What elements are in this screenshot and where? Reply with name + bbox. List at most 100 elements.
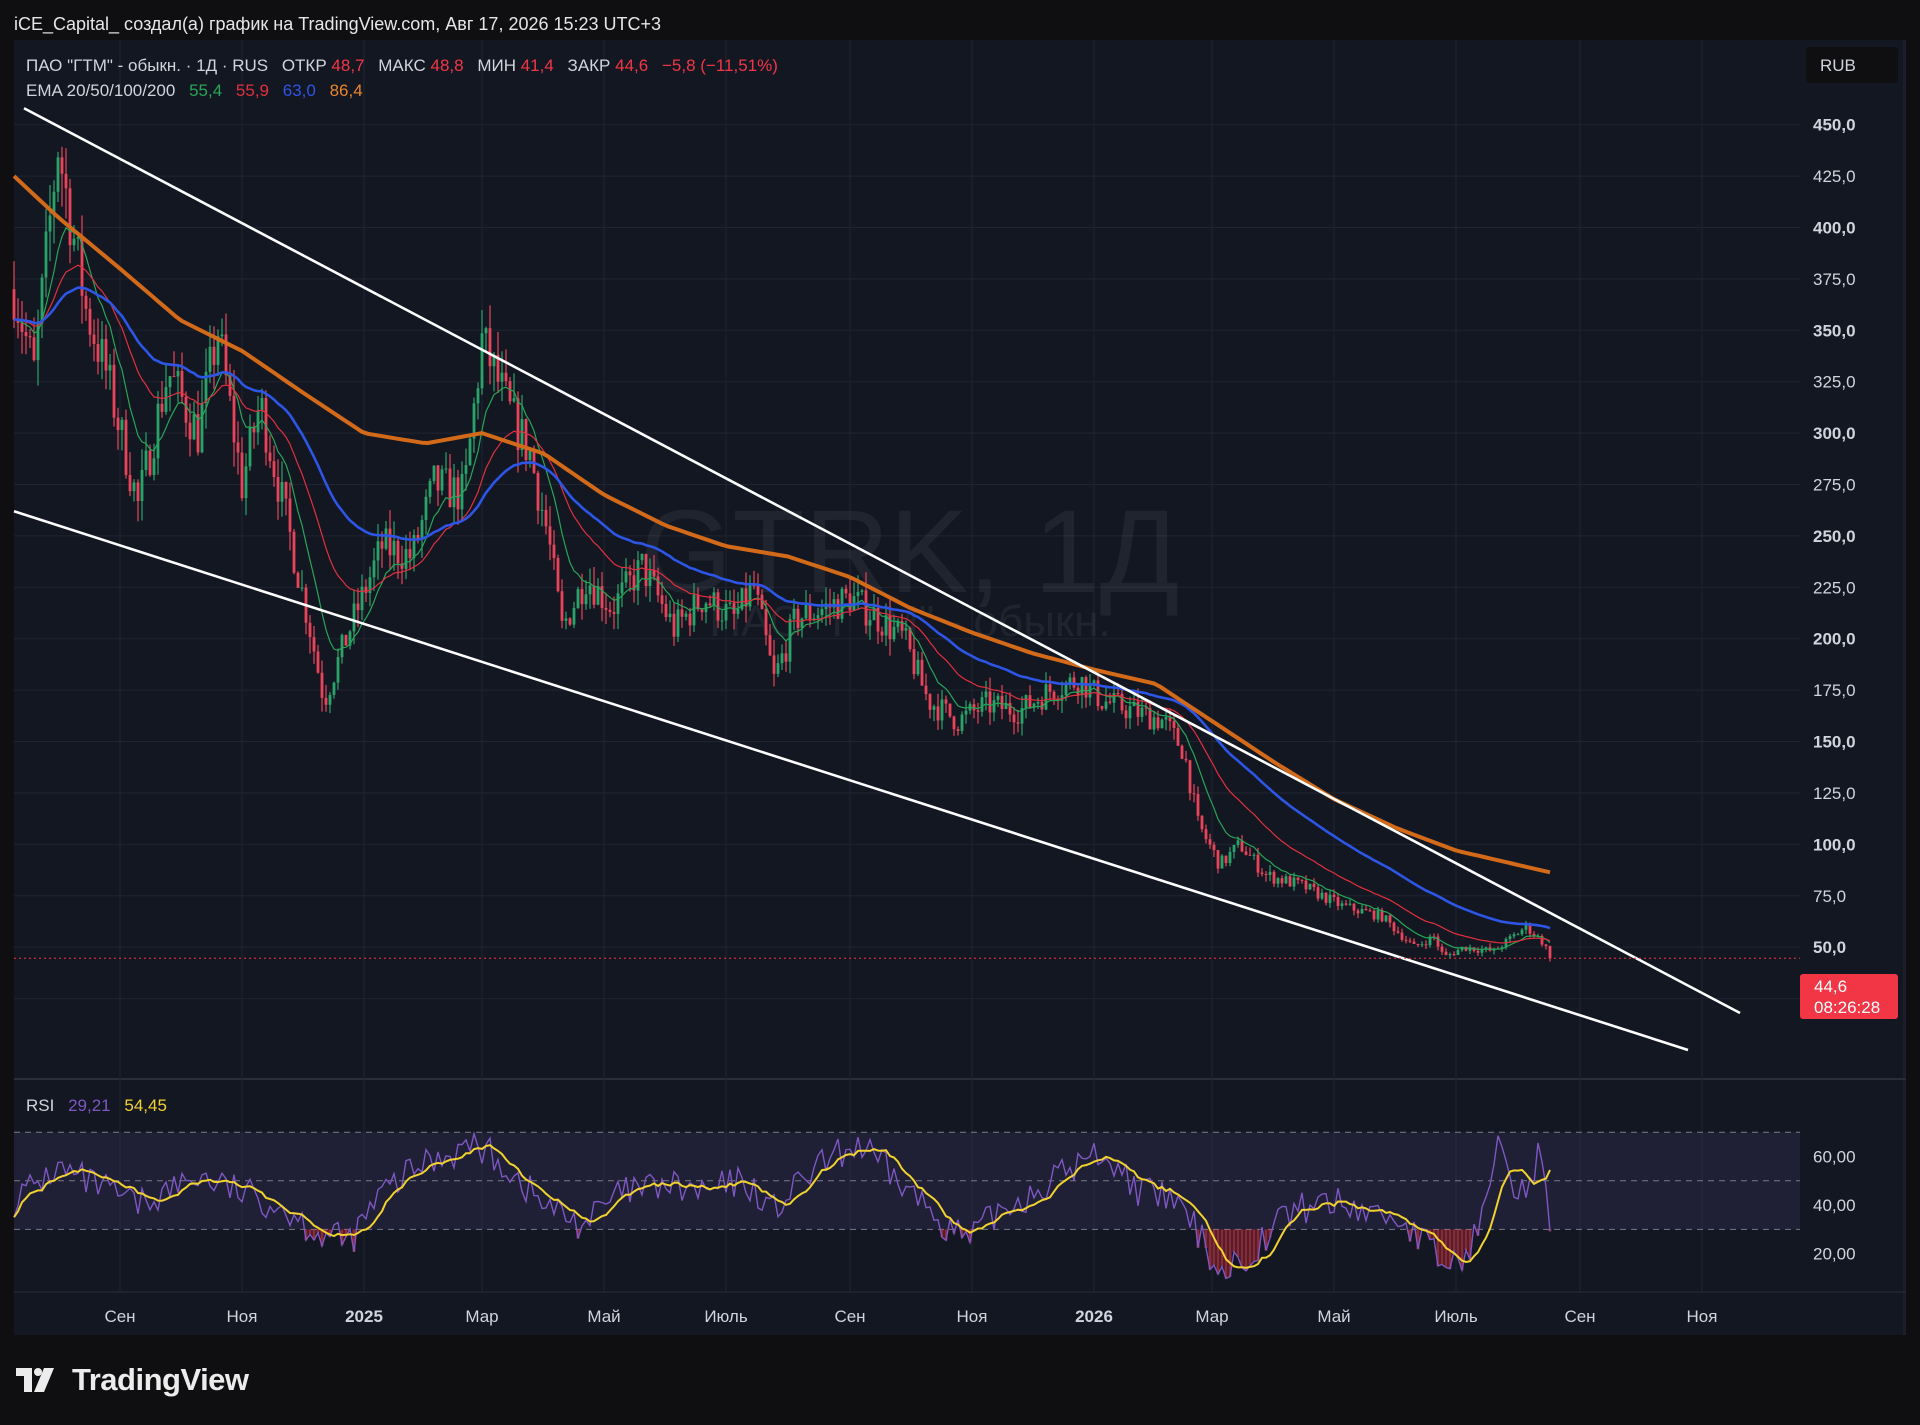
candle-body: [1364, 908, 1368, 911]
candle-body: [516, 398, 520, 451]
rsi-line: [13, 1131, 1551, 1280]
candle-body: [432, 465, 436, 481]
candle-body: [756, 586, 760, 595]
currency-button-label[interactable]: RUB: [1820, 56, 1856, 75]
candle-body: [1292, 877, 1296, 887]
legend-low-value: 41,4: [521, 56, 554, 75]
legend-open-label: ОТКР: [282, 56, 327, 75]
candle-body: [148, 450, 152, 476]
candle-body: [428, 480, 432, 497]
trendline-lower[interactable]: [13, 510, 1689, 1052]
candle-body: [1548, 946, 1552, 959]
candle-body: [328, 694, 332, 705]
time-tick-label: Сен: [1564, 1307, 1595, 1326]
trendline-upper[interactable]: [23, 107, 1741, 1015]
currency-button-bg[interactable]: [1806, 47, 1898, 83]
candle-body: [352, 603, 356, 632]
legend: ПАО "ГТМ" - обыкн. · 1Д · RUS ОТКР 48,7 …: [26, 56, 778, 1115]
price-tick-label: 350,0: [1813, 321, 1856, 340]
candle-body: [616, 593, 620, 614]
candle-body: [892, 626, 896, 640]
candle-body: [356, 603, 360, 611]
candle-body: [208, 346, 212, 372]
candle-body: [460, 473, 464, 510]
candle-body: [500, 372, 504, 382]
candle-body: [636, 560, 640, 591]
candle-body: [200, 402, 204, 453]
candle-body: [608, 609, 612, 613]
legend-rsi-value: 29,21: [68, 1096, 111, 1115]
candle-body: [132, 482, 136, 492]
candle-body: [992, 700, 996, 713]
candle-body: [708, 603, 712, 606]
trendlines[interactable]: [13, 107, 1741, 1052]
candle-body: [1384, 915, 1388, 922]
candle-body: [272, 461, 276, 478]
candle-body: [1220, 855, 1224, 869]
candle-body: [988, 691, 992, 713]
candle-body: [260, 398, 264, 411]
candle-body: [784, 653, 788, 662]
candle-body: [796, 608, 800, 628]
candle-body: [580, 589, 584, 605]
candle-body: [248, 426, 252, 467]
candle-body: [1268, 871, 1272, 875]
candle-body: [888, 615, 892, 640]
candle-body: [420, 520, 424, 540]
candle-body: [1196, 794, 1200, 816]
candle-body: [1084, 677, 1088, 698]
candle-body: [1020, 708, 1024, 724]
candle-body: [1452, 954, 1456, 956]
candle-body: [192, 414, 196, 440]
price-tick-label: 175,0: [1813, 681, 1856, 700]
candle-body: [740, 588, 744, 610]
candle-body: [520, 419, 524, 451]
candle-body: [1120, 693, 1124, 711]
candle-body: [600, 586, 604, 608]
candle-body: [40, 277, 44, 324]
candle-body: [1412, 941, 1416, 944]
candle-body: [368, 577, 372, 593]
candle-body: [316, 651, 320, 673]
rsi-tick-label: 60,00: [1813, 1148, 1856, 1167]
candle-body: [944, 699, 948, 704]
candle-body: [848, 593, 852, 611]
price-tick-label: 75,0: [1813, 887, 1846, 906]
candle-body: [1356, 910, 1360, 914]
candle-body: [744, 588, 748, 607]
candle-body: [512, 398, 516, 402]
candle-body: [344, 634, 348, 646]
candle-body: [1188, 760, 1192, 794]
candle-body: [1484, 947, 1488, 950]
candle-body: [696, 594, 700, 610]
candle-body: [16, 319, 20, 323]
candle-body: [464, 464, 468, 474]
candle-body: [1300, 879, 1304, 881]
rsi-tick-label: 40,00: [1813, 1196, 1856, 1215]
candle-body: [1104, 701, 1108, 709]
candle-body: [804, 604, 808, 619]
candle-body: [780, 653, 784, 664]
candle-body: [1152, 717, 1156, 730]
candle-body: [240, 452, 244, 499]
candle-body: [1348, 903, 1352, 905]
candle-body: [596, 586, 600, 605]
time-axis[interactable]: Сен Ноя 2025 Мар Май Июль Сен Ноя 2026 Мар Май Июль…: [104, 1307, 1717, 1326]
candle-body: [1288, 876, 1292, 887]
currency-button[interactable]: RUB: [1806, 47, 1898, 83]
candle-body: [160, 403, 164, 412]
candle-body: [252, 426, 256, 433]
candle-body: [644, 554, 648, 587]
candle-body: [324, 697, 328, 705]
candle-body: [1024, 695, 1028, 709]
chart[interactable]: GTRK, 1Д ПАО "ГТМ" - обыкн. 450,0425,040…: [0, 40, 1920, 1340]
candle-body: [364, 586, 368, 593]
time-tick-label: Ноя: [957, 1307, 988, 1326]
candle-body: [1508, 936, 1512, 939]
candle-body: [936, 706, 940, 721]
candle-body: [1052, 691, 1056, 700]
candle-body: [204, 371, 208, 403]
candle-body: [312, 637, 316, 652]
candle-body: [1396, 931, 1400, 933]
candle-body: [1040, 702, 1044, 710]
